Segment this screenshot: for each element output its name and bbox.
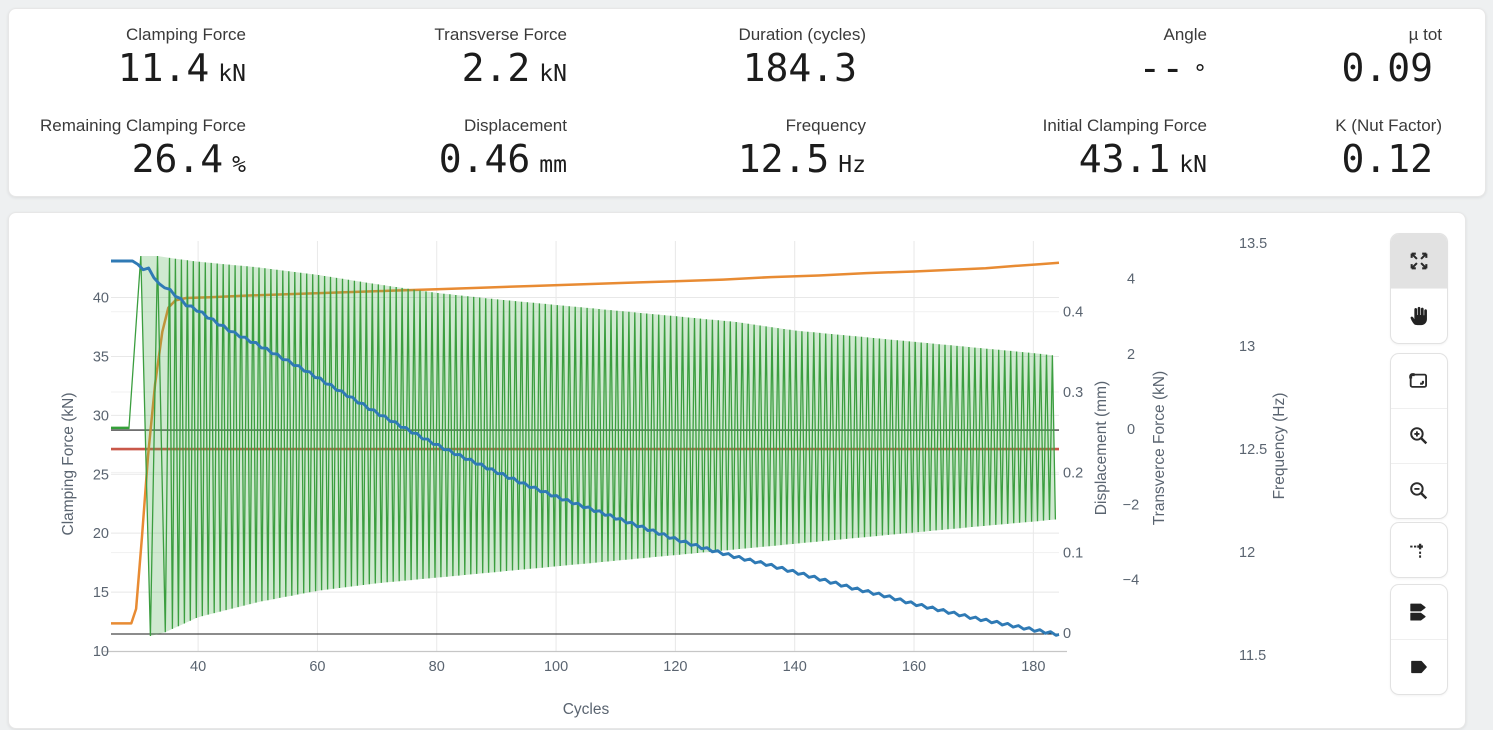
x-tick-label: 160 [902, 659, 926, 675]
metric-clamping-force: Clamping Force 11.4 kN [9, 25, 246, 106]
chart-canvas[interactable]: 40 60 80 100 120 140 160 1801015202530354000.10… [9, 213, 1467, 730]
metric-label: Angle [1163, 25, 1207, 44]
metric-label: Duration (cycles) [738, 25, 866, 44]
x-tick-label: 80 [429, 659, 445, 675]
modebar-group-spikes [1390, 522, 1448, 578]
metric-value: 0.09 [1341, 46, 1433, 90]
expand-arrows-icon [1410, 252, 1428, 270]
metric-mu-tot: µ tot 0.09 [1207, 25, 1442, 106]
metric-unit: mm [539, 151, 567, 178]
frequency-tick-label: 11.5 [1239, 648, 1266, 664]
transverse-tick-label: 4 [1127, 272, 1135, 288]
metric-label: Frequency [785, 115, 866, 135]
toggle-spikelines-button[interactable] [1391, 523, 1447, 577]
metric-value: 12.5 [737, 136, 830, 181]
metric-label: Transverse Force [434, 25, 567, 44]
displacement-tick-label: 0.2 [1063, 465, 1083, 481]
metric-initial-clamping-force: Initial Clamping Force 43.1 kN [866, 116, 1207, 197]
transverse-tick-label: 0 [1127, 422, 1135, 438]
modebar-group-view [1390, 233, 1448, 344]
zoom-box-icon [1409, 373, 1428, 388]
metric-value: -- [1138, 46, 1185, 90]
metric-label: Clamping Force [126, 25, 246, 44]
metric-unit: % [232, 151, 246, 178]
zoom-in-icon [1410, 427, 1428, 445]
x-tick-label: 60 [309, 659, 325, 675]
modebar-group-hover [1390, 584, 1448, 695]
displacement-axis-title: Displacement (mm) [1093, 381, 1110, 515]
chart-panel: 40 60 80 100 120 140 160 180 10 15 20 25 30 35 40 0 0.1 0… [8, 212, 1466, 729]
hover-closest-button[interactable] [1391, 639, 1447, 694]
metric-unit: kN [539, 61, 567, 87]
frequency-axis-title: Frequency (Hz) [1271, 393, 1288, 500]
displacement-tick-label: 0.1 [1063, 546, 1083, 562]
zoom-out-button[interactable] [1391, 463, 1447, 518]
metrics-panel: Clamping Force 11.4 kN Transverse Force 2… [8, 8, 1486, 197]
x-axis-title: Cycles [563, 701, 610, 718]
frequency-tick-label: 13.5 [1239, 236, 1267, 252]
modebar-group-zoom [1390, 353, 1448, 519]
clamping-tick-label: 15 [93, 585, 109, 601]
metric-label: µ tot [1408, 25, 1442, 44]
frequency-tick-label: 13 [1239, 339, 1255, 355]
clamping-tick-label: 35 [93, 349, 109, 365]
metric-k-nut-factor: K (Nut Factor) 0.12 [1207, 116, 1442, 197]
displacement-tick-label: 0.4 [1063, 305, 1083, 321]
transverse-tick-label: −2 [1123, 497, 1140, 513]
x-tick-label: 120 [663, 659, 687, 675]
single-tag-icon [1411, 660, 1427, 674]
metric-unit: ° [1193, 61, 1207, 87]
metric-value: 26.4 [131, 136, 224, 181]
x-tick-label: 180 [1021, 659, 1045, 675]
metric-label: Displacement [464, 115, 567, 135]
x-tick-label: 100 [544, 659, 568, 675]
metric-value: 11.4 [117, 46, 210, 90]
metric-label: Initial Clamping Force [1042, 115, 1207, 135]
transverse-tick-label: −4 [1123, 573, 1140, 589]
clamping-tick-label: 30 [93, 408, 109, 424]
clamping-tick-label: 25 [93, 467, 109, 483]
clamping-tick-label: 10 [93, 644, 109, 660]
metric-transverse-force: Transverse Force 2.2 kN [246, 25, 567, 106]
box-zoom-button[interactable] [1391, 354, 1447, 408]
pan-button[interactable] [1391, 288, 1447, 343]
metric-frequency: Frequency 12.5 Hz [567, 116, 866, 197]
metric-value: 43.1 [1078, 136, 1171, 181]
metric-value: 2.2 [461, 46, 531, 90]
frequency-tick-label: 12 [1239, 545, 1255, 561]
clamping-axis-title: Clamping Force (kN) [60, 393, 77, 536]
zoom-out-icon [1410, 482, 1428, 500]
clamping-tick-label: 40 [93, 291, 109, 307]
transverse-tick-label: 2 [1127, 347, 1135, 363]
metric-unit: kN [218, 61, 246, 87]
metric-angle: Angle -- ° [866, 25, 1207, 106]
autoscale-button[interactable] [1391, 234, 1447, 288]
hand-icon [1410, 306, 1427, 326]
metric-unit: Hz [838, 151, 866, 178]
displacement-tick-label: 0.3 [1063, 385, 1083, 401]
metric-label: K (Nut Factor) [1335, 115, 1442, 135]
metric-displacement: Displacement 0.46 mm [246, 116, 567, 197]
frequency-tick-label: 12.5 [1239, 442, 1267, 458]
hover-compare-button[interactable] [1391, 585, 1447, 639]
displacement-tick-label: 0 [1063, 626, 1071, 642]
transverse-oscillation [128, 255, 1057, 637]
metric-value: 184.3 [742, 46, 857, 90]
metric-value: 0.12 [1341, 136, 1433, 181]
spikelines-icon [1410, 543, 1423, 558]
transverse-axis-title: Transverce Force (kN) [1151, 371, 1168, 525]
metric-label: Remaining Clamping Force [40, 115, 246, 135]
metric-remaining-clamping-force: Remaining Clamping Force 26.4% [9, 116, 246, 197]
metric-value: 0.46 [438, 136, 531, 181]
clamping-tick-label: 20 [93, 526, 109, 542]
metric-unit: kN [1179, 151, 1207, 178]
compare-tags-icon [1410, 603, 1426, 621]
metric-duration-cycles: Duration (cycles) 184.3 [567, 25, 866, 106]
clamping-force-line [111, 259, 1060, 637]
x-tick-label: 140 [783, 659, 807, 675]
x-tick-label: 40 [190, 659, 206, 675]
zoom-in-button[interactable] [1391, 408, 1447, 463]
